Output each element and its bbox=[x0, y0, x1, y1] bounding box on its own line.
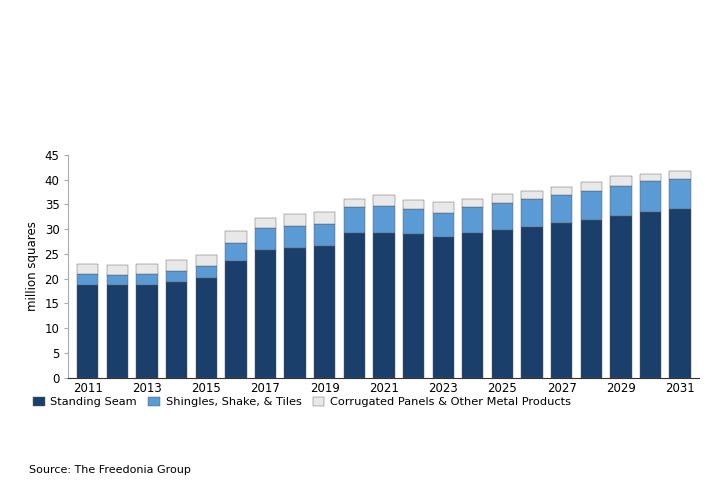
Bar bbox=[580, 182, 602, 191]
Bar bbox=[640, 212, 661, 378]
Text: 2011 – 2031: 2011 – 2031 bbox=[10, 53, 99, 66]
Bar bbox=[284, 226, 306, 248]
Bar bbox=[670, 209, 691, 378]
Bar bbox=[314, 224, 335, 246]
Text: Source: The Freedonia Group: Source: The Freedonia Group bbox=[29, 465, 191, 475]
Bar bbox=[403, 200, 424, 209]
Bar bbox=[166, 271, 187, 282]
Bar bbox=[551, 186, 572, 195]
Bar bbox=[640, 174, 661, 181]
Text: Freedonia®: Freedonia® bbox=[565, 125, 642, 137]
Text: (million squares): (million squares) bbox=[10, 76, 137, 89]
Bar bbox=[284, 248, 306, 378]
Bar bbox=[225, 230, 247, 243]
Bar bbox=[670, 171, 691, 179]
Bar bbox=[640, 181, 661, 212]
Bar bbox=[492, 203, 513, 229]
Bar bbox=[344, 199, 365, 207]
Bar bbox=[521, 191, 543, 199]
Y-axis label: million squares: million squares bbox=[26, 221, 39, 311]
Bar bbox=[166, 260, 187, 271]
Bar bbox=[225, 261, 247, 378]
Bar bbox=[107, 275, 128, 285]
Bar bbox=[195, 266, 217, 278]
Bar bbox=[107, 265, 128, 275]
Bar bbox=[462, 207, 484, 233]
Bar bbox=[610, 186, 632, 216]
Bar bbox=[107, 285, 128, 378]
Bar bbox=[136, 264, 158, 274]
Bar bbox=[77, 285, 98, 378]
Bar bbox=[77, 264, 98, 274]
Bar bbox=[403, 234, 424, 378]
Bar bbox=[521, 199, 543, 227]
Bar bbox=[255, 218, 276, 228]
Text: Annual Metal Roofing Demand by Product,: Annual Metal Roofing Demand by Product, bbox=[10, 30, 329, 43]
Bar bbox=[433, 237, 454, 378]
Bar bbox=[314, 212, 335, 224]
Bar bbox=[373, 206, 394, 232]
Bar bbox=[255, 228, 276, 250]
Bar bbox=[225, 243, 247, 261]
Bar bbox=[551, 223, 572, 378]
Bar bbox=[610, 176, 632, 186]
Bar bbox=[166, 282, 187, 378]
Bar bbox=[344, 207, 365, 233]
Bar bbox=[492, 229, 513, 378]
Bar bbox=[433, 202, 454, 213]
Bar bbox=[580, 220, 602, 378]
Bar bbox=[433, 213, 454, 237]
Bar bbox=[373, 195, 394, 206]
Bar bbox=[314, 246, 335, 378]
Bar bbox=[403, 209, 424, 234]
Bar bbox=[551, 195, 572, 223]
Bar bbox=[492, 195, 513, 203]
Bar bbox=[195, 255, 217, 266]
Bar bbox=[373, 232, 394, 378]
Text: Figure 3-2.: Figure 3-2. bbox=[10, 7, 92, 20]
Bar bbox=[195, 278, 217, 378]
Bar bbox=[462, 199, 484, 207]
Bar bbox=[462, 233, 484, 378]
Bar bbox=[610, 216, 632, 378]
Legend: Standing Seam, Shingles, Shake, & Tiles, Corrugated Panels & Other Metal Product: Standing Seam, Shingles, Shake, & Tiles,… bbox=[29, 392, 575, 412]
Bar bbox=[77, 274, 98, 285]
Bar bbox=[521, 227, 543, 378]
Bar bbox=[284, 214, 306, 226]
Bar bbox=[136, 274, 158, 285]
Bar bbox=[580, 191, 602, 220]
Bar bbox=[344, 233, 365, 378]
Bar bbox=[670, 179, 691, 209]
Bar bbox=[136, 285, 158, 378]
Bar bbox=[255, 250, 276, 378]
